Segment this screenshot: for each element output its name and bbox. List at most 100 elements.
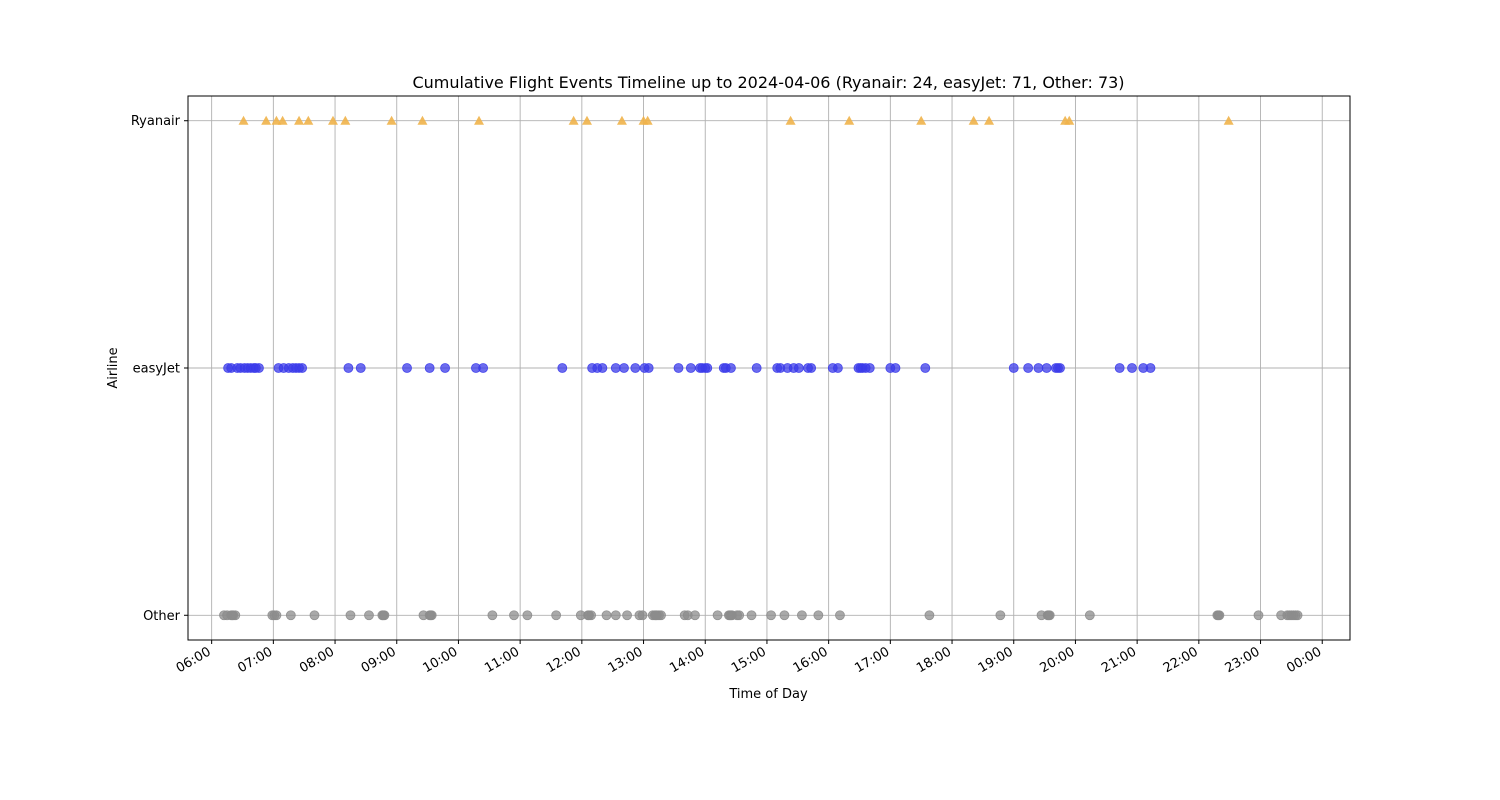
- data-point-other: [309, 610, 320, 621]
- data-point-easyjet: [630, 363, 641, 373]
- data-point-ryanair: [616, 115, 627, 125]
- data-point-easyjet: [440, 363, 450, 373]
- x-tick-label: 17:00: [852, 644, 892, 676]
- axis-ticks: 06:00 07:00 08:00 09:00 10:00 11:00 12:00 13:00…: [131, 114, 1324, 676]
- data-point-other: [734, 610, 745, 621]
- data-point-easyjet: [864, 363, 875, 373]
- data-point-easyjet: [254, 363, 264, 373]
- data-point-ryanair: [327, 115, 338, 125]
- data-point-other: [650, 610, 661, 621]
- data-point-easyjet: [1008, 363, 1019, 373]
- data-point-ryanair: [474, 115, 485, 125]
- y-axis-label: Airline: [106, 347, 121, 388]
- data-point-other: [601, 610, 612, 621]
- x-tick-label: 10:00: [420, 644, 460, 676]
- data-point-ryanair: [984, 115, 995, 125]
- data-point-easyjet: [424, 363, 435, 373]
- data-point-easyjet: [726, 363, 736, 373]
- data-point-other: [779, 610, 790, 621]
- x-tick-label: 20:00: [1037, 644, 1077, 676]
- data-point-ryanair: [417, 115, 428, 125]
- data-point-other: [509, 610, 519, 621]
- x-tick-label: 14:00: [667, 644, 707, 676]
- data-point-other: [766, 610, 776, 621]
- data-point-other: [1043, 610, 1054, 621]
- data-point-other: [1253, 610, 1264, 621]
- data-point-other: [551, 610, 562, 621]
- data-point-easyjet: [1055, 363, 1065, 373]
- data-point-other: [285, 610, 296, 621]
- x-tick-label: 23:00: [1223, 644, 1263, 676]
- data-point-ryanair: [642, 115, 653, 125]
- data-point-other: [345, 610, 356, 621]
- x-tick-label: 12:00: [544, 644, 584, 676]
- data-point-easyjet: [1041, 363, 1052, 373]
- data-point-easyjet: [793, 363, 804, 373]
- scatter-marks: [219, 115, 1303, 621]
- data-point-other: [378, 610, 389, 621]
- data-point-easyjet: [890, 363, 901, 373]
- data-point-easyjet: [1145, 363, 1156, 373]
- x-tick-label: 07:00: [235, 644, 275, 676]
- data-point-other: [1084, 610, 1095, 621]
- data-point-easyjet: [557, 363, 568, 373]
- y-tick-label: easyJet: [133, 362, 180, 377]
- data-point-easyjet: [673, 363, 684, 373]
- data-point-easyjet: [1127, 363, 1137, 373]
- data-point-other: [924, 610, 935, 621]
- data-point-ryanair: [294, 115, 305, 125]
- data-point-other: [1292, 610, 1303, 621]
- data-point-other: [487, 610, 498, 621]
- data-point-other: [690, 610, 700, 621]
- x-tick-label: 16:00: [791, 644, 831, 676]
- data-point-ryanair: [968, 115, 979, 125]
- x-tick-label: 22:00: [1161, 644, 1201, 676]
- data-point-ryanair: [785, 115, 796, 125]
- data-point-ryanair: [916, 115, 927, 125]
- data-point-other: [425, 610, 436, 621]
- data-point-ryanair: [261, 115, 272, 125]
- data-point-other: [269, 610, 280, 621]
- data-point-ryanair: [568, 115, 579, 125]
- data-point-other: [522, 610, 533, 621]
- data-point-ryanair: [340, 115, 351, 125]
- data-point-other: [725, 610, 735, 621]
- data-point-other: [995, 610, 1006, 621]
- data-point-easyjet: [1114, 363, 1125, 373]
- data-point-ryanair: [844, 115, 855, 125]
- data-point-other: [637, 610, 648, 621]
- data-point-easyjet: [702, 363, 713, 373]
- data-point-easyjet: [806, 363, 817, 373]
- chart-title: Cumulative Flight Events Timeline up to …: [412, 73, 1124, 92]
- data-point-ryanair: [1064, 115, 1075, 125]
- x-tick-label: 00:00: [1284, 644, 1324, 676]
- data-point-ryanair: [386, 115, 397, 125]
- data-point-other: [1214, 610, 1225, 621]
- x-axis-label: Time of Day: [728, 687, 808, 702]
- data-point-ryanair: [238, 115, 249, 125]
- x-tick-label: 15:00: [729, 644, 769, 676]
- data-point-other: [835, 610, 845, 621]
- y-tick-label: Ryanair: [131, 114, 181, 129]
- x-tick-label: 08:00: [297, 644, 337, 676]
- data-point-other: [746, 610, 757, 621]
- data-point-other: [797, 610, 807, 621]
- data-point-other: [584, 610, 594, 621]
- data-point-other: [610, 610, 621, 621]
- data-point-other: [227, 610, 238, 621]
- data-point-easyjet: [920, 363, 931, 373]
- data-point-easyjet: [402, 363, 412, 373]
- x-tick-label: 18:00: [914, 644, 954, 676]
- data-point-easyjet: [355, 363, 366, 373]
- data-point-easyjet: [1033, 363, 1044, 373]
- data-point-other: [712, 610, 723, 621]
- data-point-easyjet: [478, 363, 489, 373]
- data-point-easyjet: [643, 363, 654, 373]
- data-point-easyjet: [619, 363, 629, 373]
- data-point-other: [813, 610, 824, 621]
- x-tick-label: 19:00: [976, 644, 1016, 676]
- data-point-ryanair: [277, 115, 288, 125]
- data-point-easyjet: [685, 363, 696, 373]
- x-tick-label: 11:00: [482, 644, 522, 676]
